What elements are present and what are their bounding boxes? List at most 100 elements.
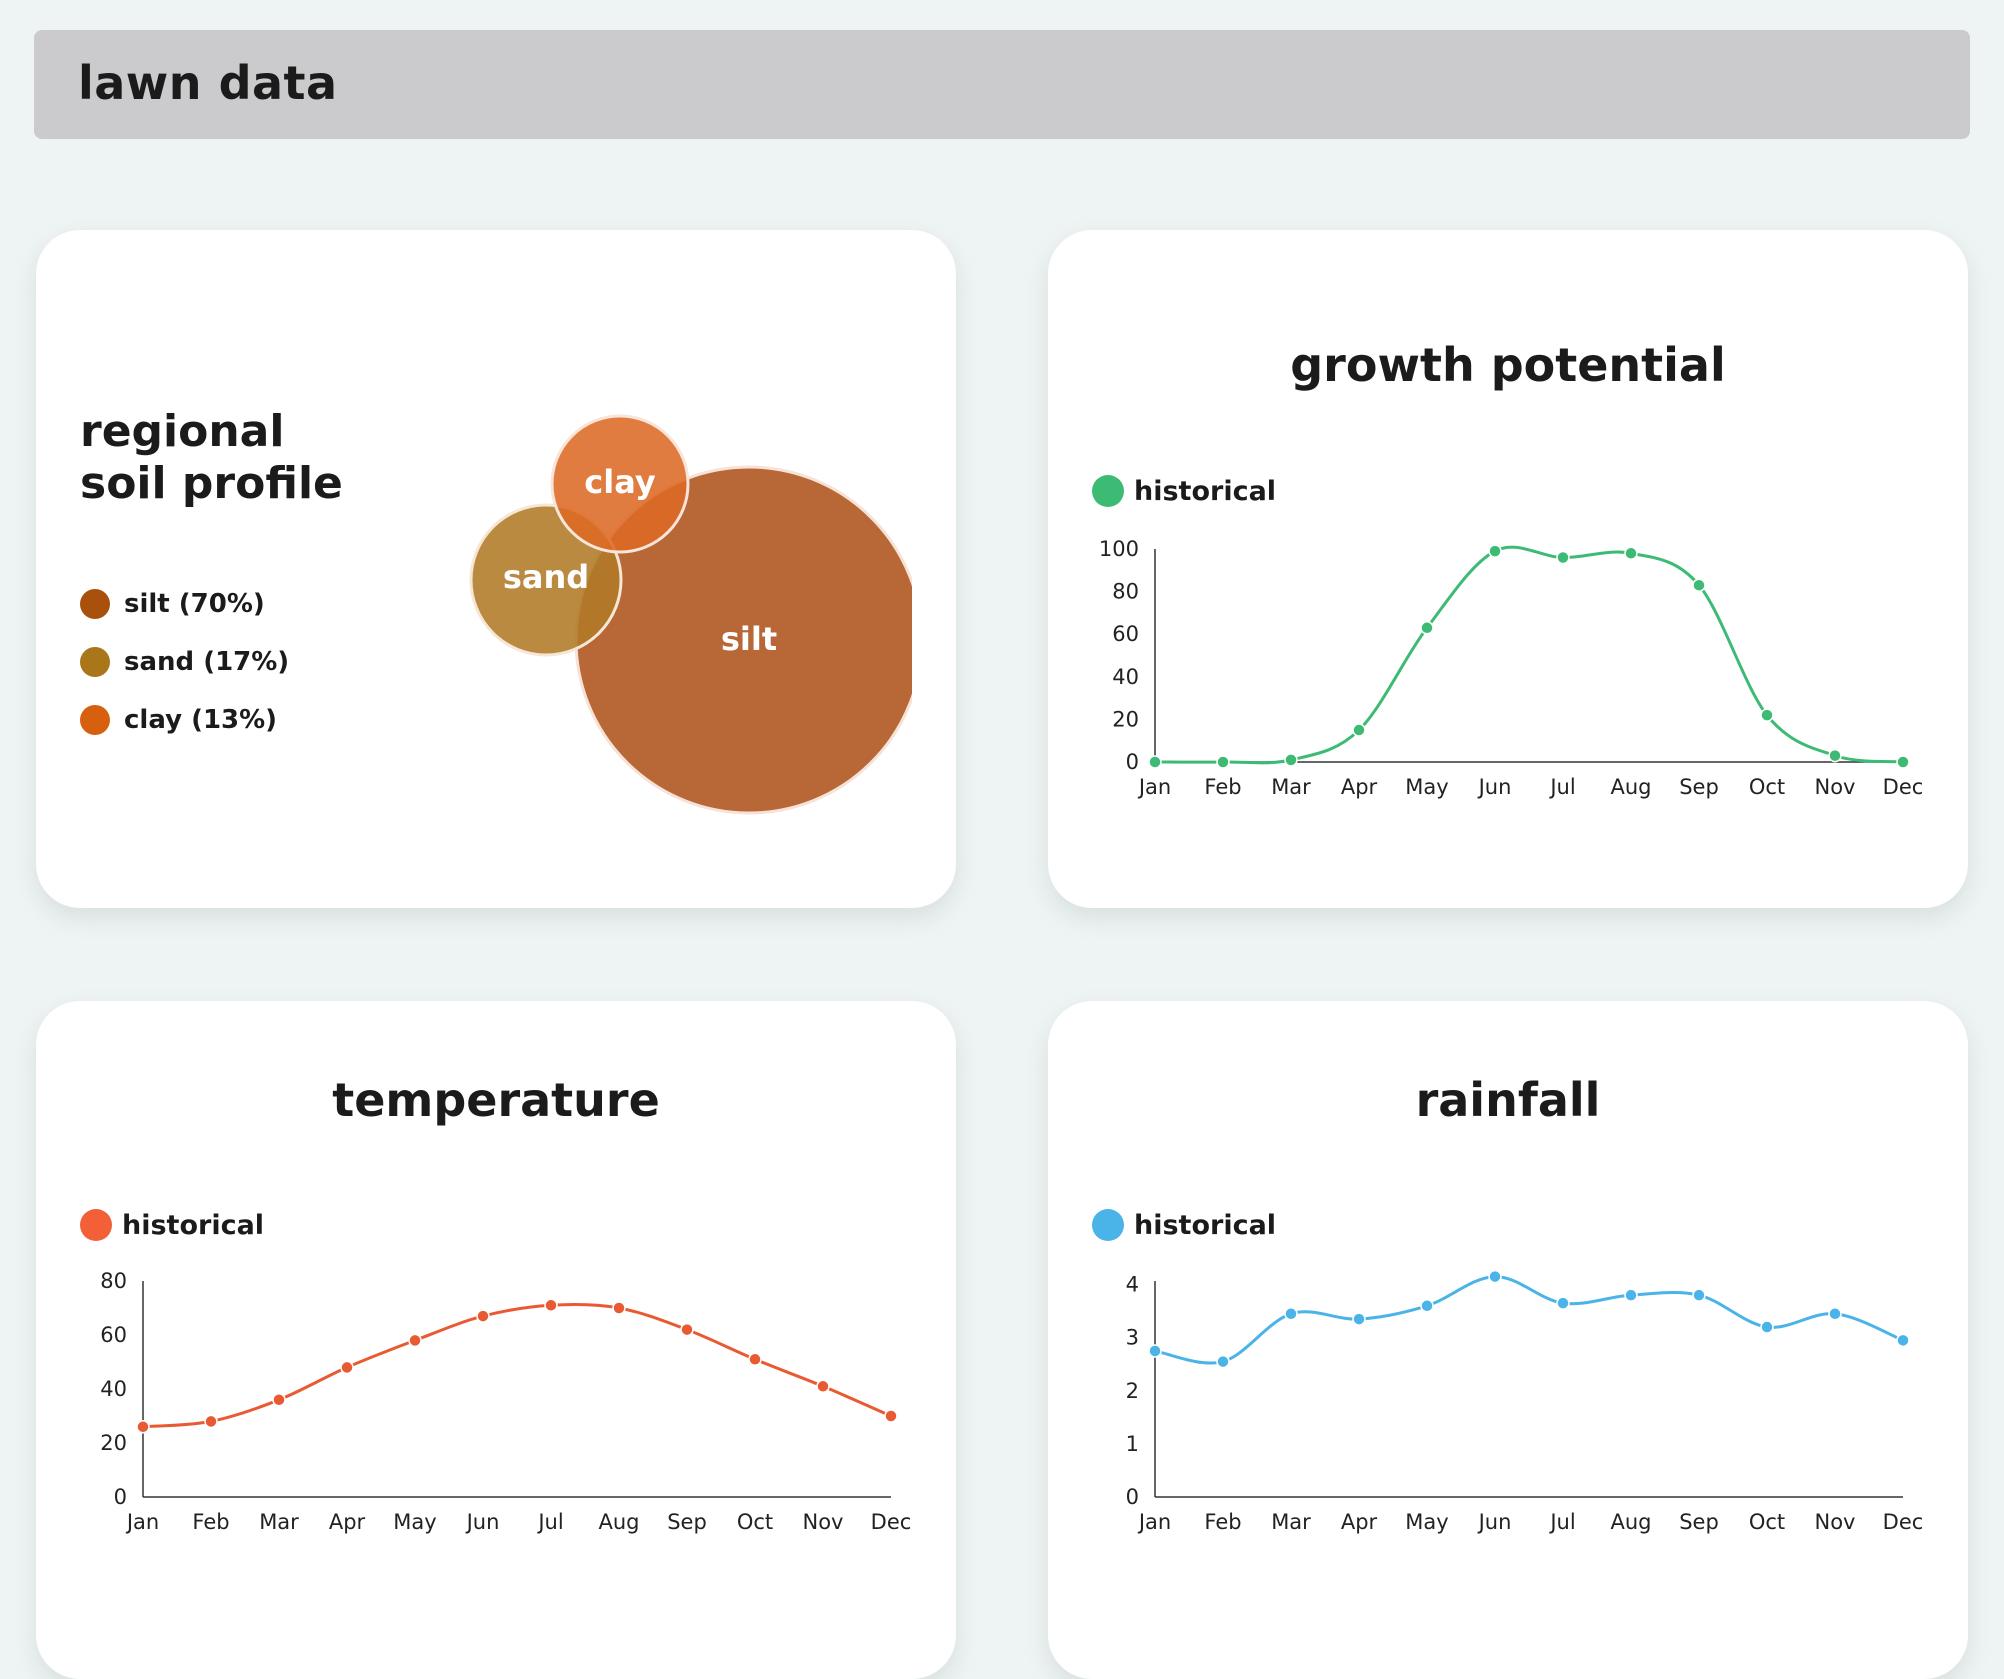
growth-y-tick-label: 60 xyxy=(1112,622,1139,646)
growth-data-point xyxy=(1420,621,1434,635)
rainfall-y-tick-label: 0 xyxy=(1126,1485,1139,1509)
rainfall-legend-label: historical xyxy=(1134,1209,1277,1241)
growth-x-tick-label: Oct xyxy=(1749,775,1785,799)
rainfall-chart-title: rainfall xyxy=(1415,1073,1601,1127)
clay-swatch xyxy=(80,705,110,735)
clay-circle-label: clay xyxy=(584,463,656,501)
temperature-legend-label: historical xyxy=(122,1209,265,1241)
rainfall-x-tick-label: Jan xyxy=(1137,1510,1171,1534)
temperature-legend: historical xyxy=(80,1209,264,1241)
temperature-data-point xyxy=(340,1360,354,1375)
rainfall-chart-plot: 0 1 2 3 4 Jan Feb Mar Apr May Jun Jul Aug Sep Oct Nov De… xyxy=(1126,1269,1923,1534)
rainfall-data-point xyxy=(1828,1307,1842,1321)
growth-y-tick-label: 80 xyxy=(1112,580,1139,604)
rainfall-data-point xyxy=(1284,1307,1298,1321)
rainfall-x-tick-label: Nov xyxy=(1815,1510,1856,1534)
growth-data-point xyxy=(1352,723,1366,737)
rainfall-x-tick-label: Feb xyxy=(1204,1510,1241,1534)
sand-circle-label: sand xyxy=(503,558,589,596)
rainfall-x-tick-label: Mar xyxy=(1271,1510,1311,1534)
growth-chart-title: growth potential xyxy=(1290,338,1726,392)
rainfall-series-line xyxy=(1154,1275,1904,1365)
temperature-data-point xyxy=(612,1301,626,1315)
temperature-x-tick-label: Nov xyxy=(803,1510,844,1534)
soil-legend-item-silt: silt (70%) xyxy=(80,575,289,633)
sand-swatch xyxy=(80,647,110,677)
growth-x-tick-label: Apr xyxy=(1341,775,1378,799)
growth-series-line xyxy=(1154,545,1904,765)
growth-x-tick-label: May xyxy=(1405,775,1448,799)
rainfall-data-point xyxy=(1896,1333,1910,1348)
temperature-y-tick-label: 60 xyxy=(100,1323,127,1347)
growth-x-tick-label: Jul xyxy=(1548,775,1575,799)
rainfall-x-tick-label: Jul xyxy=(1548,1510,1575,1534)
growth-data-point xyxy=(1896,755,1910,769)
rainfall-legend: historical xyxy=(1092,1209,1276,1241)
rainfall-y-tick-label: 2 xyxy=(1126,1379,1139,1403)
temperature-series-line xyxy=(142,1303,892,1429)
temperature-data-point xyxy=(136,1420,150,1434)
temperature-data-point xyxy=(884,1409,898,1423)
temperature-x-tick-label: Mar xyxy=(259,1510,299,1534)
soil-legend: silt (70%) sand (17%) clay (13%) xyxy=(80,575,289,749)
growth-data-point xyxy=(1692,578,1706,592)
growth-data-point xyxy=(1488,544,1502,558)
temperature-x-tick-label: Sep xyxy=(667,1510,707,1534)
growth-potential-card: growth potential historical 0 20 40 60 80 100… xyxy=(1048,230,1968,908)
temperature-x-tick-label: Oct xyxy=(737,1510,773,1534)
soil-legend-item-sand: sand (17%) xyxy=(80,633,289,691)
rainfall-x-tick-label: May xyxy=(1405,1510,1448,1534)
soil-legend-label: sand (17%) xyxy=(124,647,290,677)
temperature-x-tick-label: Jul xyxy=(536,1510,563,1534)
page-header: lawn data xyxy=(34,30,1970,139)
growth-x-tick-label: Sep xyxy=(1679,775,1719,799)
temperature-x-tick-label: Dec xyxy=(871,1510,912,1534)
historical-swatch xyxy=(1092,475,1124,507)
growth-data-point xyxy=(1556,550,1570,565)
growth-y-tick-label: 0 xyxy=(1126,750,1139,774)
rainfall-x-tick-label: Oct xyxy=(1749,1510,1785,1534)
temperature-chart-plot: 0 20 40 60 80 Jan Feb Mar Apr May Jun Jul Aug Sep Oct N… xyxy=(100,1269,912,1534)
temperature-x-tick-label: Apr xyxy=(329,1510,366,1534)
rainfall-data-point xyxy=(1488,1269,1502,1284)
rainfall-x-tick-label: Jun xyxy=(1477,1510,1512,1534)
growth-data-point xyxy=(1624,546,1638,561)
temperature-y-tick-label: 0 xyxy=(114,1485,127,1509)
clay-circle xyxy=(550,414,690,554)
rainfall-y-tick-label: 1 xyxy=(1126,1432,1139,1456)
temperature-data-point xyxy=(408,1333,422,1348)
temperature-data-point xyxy=(816,1379,830,1394)
temperature-data-point xyxy=(476,1309,490,1323)
temperature-data-point xyxy=(680,1322,694,1337)
silt-circle-label: silt xyxy=(721,620,777,658)
temperature-x-tick-label: Jun xyxy=(465,1510,500,1534)
temperature-data-point xyxy=(748,1352,762,1367)
rainfall-y-tick-label: 3 xyxy=(1126,1326,1139,1350)
soil-profile-card: regional soil profile silt (70%) sand (1… xyxy=(36,230,956,908)
rainfall-data-point xyxy=(1352,1312,1366,1326)
rainfall-data-point xyxy=(1624,1288,1638,1302)
temperature-x-tick-label: Feb xyxy=(192,1510,229,1534)
rainfall-card: rainfall historical 0 1 2 3 4 Jan Feb Mar Apr May… xyxy=(1048,1001,1968,1679)
temperature-y-tick-label: 80 xyxy=(100,1269,127,1293)
rainfall-y-tick-label: 4 xyxy=(1126,1273,1139,1297)
page-title: lawn data xyxy=(78,56,338,110)
growth-x-tick-label: Nov xyxy=(1815,775,1856,799)
growth-y-tick-label: 20 xyxy=(1112,707,1139,731)
growth-legend: historical xyxy=(1092,475,1276,507)
growth-data-point xyxy=(1148,755,1162,769)
growth-y-tick-label: 40 xyxy=(1112,665,1139,689)
growth-x-tick-label: Mar xyxy=(1271,775,1311,799)
rainfall-data-point xyxy=(1692,1288,1706,1302)
temperature-data-point xyxy=(204,1414,218,1429)
rainfall-x-tick-label: Sep xyxy=(1679,1510,1719,1534)
temperature-y-tick-label: 40 xyxy=(100,1377,127,1401)
temperature-data-point xyxy=(544,1298,558,1313)
silt-swatch xyxy=(80,589,110,619)
rainfall-x-tick-label: Apr xyxy=(1341,1510,1378,1534)
growth-data-point xyxy=(1760,708,1774,722)
historical-swatch xyxy=(80,1209,112,1241)
growth-x-tick-label: Jun xyxy=(1477,775,1512,799)
growth-data-point xyxy=(1216,755,1230,769)
temperature-x-tick-label: May xyxy=(393,1510,436,1534)
